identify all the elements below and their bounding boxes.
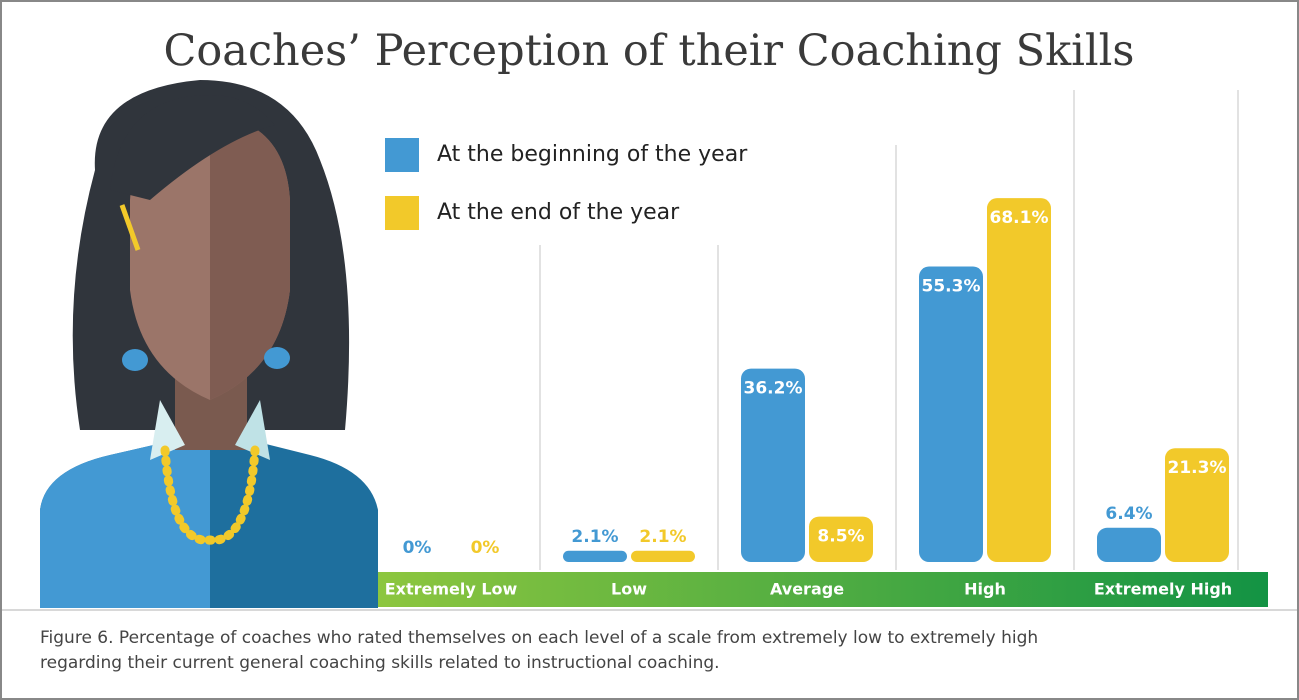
bar xyxy=(563,551,627,562)
caption: Figure 6. Percentage of coaches who rate… xyxy=(40,626,1120,676)
bar xyxy=(631,551,695,562)
value-label: 0% xyxy=(471,538,500,558)
legend-swatch xyxy=(385,196,419,230)
legend-swatch xyxy=(385,138,419,172)
chart: Coaches’ Perception of their Coaching Sk… xyxy=(0,0,1299,700)
value-label: 8.5% xyxy=(817,527,864,547)
x-tick-label: High xyxy=(964,580,1006,599)
value-label: 0% xyxy=(403,538,432,558)
x-tick-label: Extremely High xyxy=(1094,580,1232,599)
value-label: 21.3% xyxy=(1168,458,1227,478)
page: Coaches’ Perception of their Coaching Sk… xyxy=(0,0,1299,700)
x-tick-label: Low xyxy=(611,580,647,599)
value-label: 36.2% xyxy=(744,379,803,399)
legend-label: At the end of the year xyxy=(437,200,680,225)
value-label: 2.1% xyxy=(639,527,686,547)
value-label: 2.1% xyxy=(571,527,618,547)
x-tick-label: Extremely Low xyxy=(385,580,518,599)
chart-title: Coaches’ Perception of their Coaching Sk… xyxy=(164,26,1135,76)
bar xyxy=(987,198,1051,562)
value-label: 6.4% xyxy=(1105,504,1152,524)
x-tick-label: Average xyxy=(770,580,844,599)
value-label: 68.1% xyxy=(990,208,1049,228)
legend-label: At the beginning of the year xyxy=(437,142,748,167)
value-label: 55.3% xyxy=(922,277,981,297)
bar xyxy=(919,267,983,562)
bar xyxy=(1097,528,1161,562)
